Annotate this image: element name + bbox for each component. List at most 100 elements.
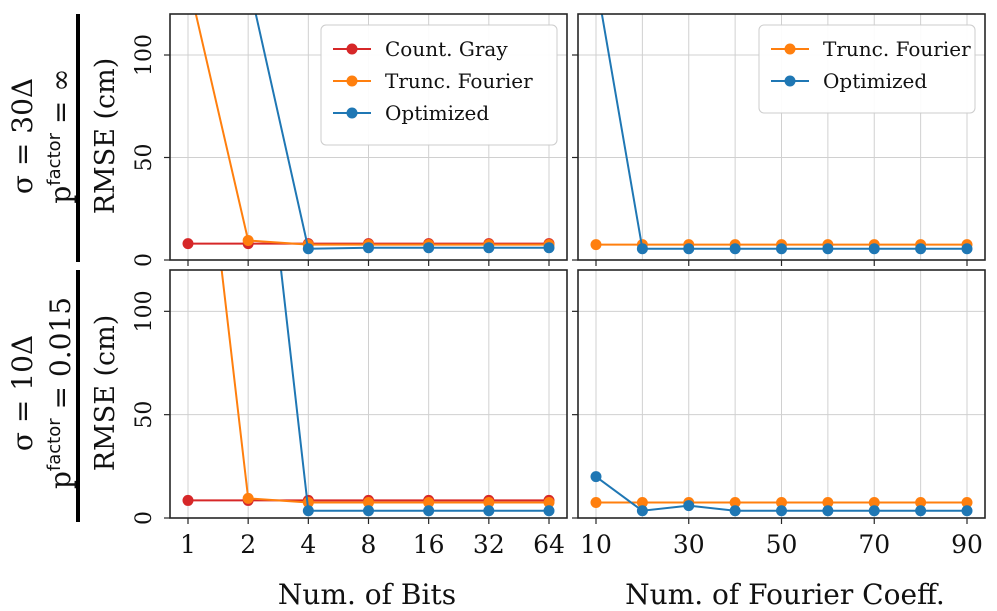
x-tick-label: 16 [413,530,445,559]
series-group-bottom-right [590,471,973,517]
legend-marker [346,43,358,55]
axes-frame [169,13,568,261]
x-tick-label: 64 [533,530,565,559]
data-point [636,505,648,517]
x-tick-label: 90 [951,530,983,559]
y-axis-label-bottom: RMSE (cm) [90,315,121,472]
x-tick-label: 50 [766,530,798,559]
legend-label: Optimized [823,69,927,93]
x-tick-label: 32 [473,530,505,559]
series-line [280,270,549,512]
data-point [915,505,927,517]
data-point [729,505,741,517]
data-point [590,471,602,483]
data-point [483,242,495,254]
legend-label: Count. Gray [385,37,508,61]
chart-panel-bottom-right: 10 30 50 70 90 [572,269,986,559]
data-point [822,497,834,508]
y-tick-label: 50 [132,401,157,429]
data-point [868,505,880,517]
data-point [636,497,648,508]
data-point [915,243,927,255]
row-label-top-p: p [44,186,77,204]
row-labels: σ = 30Δ pfactor = ∞ σ = 10Δ pfactor = 0.… [6,14,80,522]
data-point [915,497,927,508]
data-point [543,497,555,508]
data-point [423,505,435,517]
chart-panel-top-right: Trunc. Fourier Optimized [572,13,986,266]
data-point [363,497,374,508]
data-point [483,497,495,508]
chart-panels: 0 50 100 Count. Gray Trunc. Fourier Optimized… [132,13,986,559]
data-point [776,497,787,508]
data-point [961,497,973,508]
x-tick-label: 2 [240,530,256,559]
x-tick-label: 8 [361,530,377,559]
x-axis-label-right: Num. of Fourier Coeff. [625,578,945,611]
row-separator-top [76,14,80,262]
row-separator-bottom [76,270,80,522]
legend-marker [346,75,358,87]
data-point [302,243,314,255]
data-point [822,505,834,517]
data-point [363,505,374,517]
row-label-bottom-tail: = 0.015 [44,297,77,418]
x-axis-label-left: Num. of Bits [278,578,456,611]
data-point [961,505,973,517]
data-point [302,505,314,517]
legend-label: Trunc. Fourier [385,69,533,93]
chart-panel-top-left: 0 50 100 Count. Gray Trunc. Fourier Optimized [132,13,568,267]
series-group-top-right [590,14,973,255]
row-label-bottom-sup: factor [44,418,65,471]
data-point [242,492,254,504]
y-tick-label: 100 [132,34,157,76]
axes-frame [577,13,986,261]
data-point [729,497,741,508]
row-label-top-sup: factor [44,132,65,185]
x-tick-label: 4 [300,530,316,559]
data-point [961,243,973,255]
y-axis-label-top: RMSE (cm) [90,58,121,215]
series-line [254,14,549,250]
legend-label: Optimized [385,101,489,125]
legend-box [758,24,976,114]
data-point [543,505,555,517]
legend-box [320,24,558,146]
data-point [423,242,435,254]
data-point [363,242,374,254]
data-point [423,497,435,508]
data-point [776,505,787,517]
data-point [868,497,880,508]
legend-marker [784,75,796,87]
data-point [776,243,787,255]
data-point [483,505,495,517]
data-point [182,238,194,250]
axes-frame [577,269,986,519]
row-label-top-tail: = ∞ [44,68,77,133]
y-tick-label: 100 [132,290,157,332]
data-point [868,243,880,255]
data-point [242,235,254,247]
data-point [683,243,695,255]
legend-marker [784,43,796,55]
axes-frame [169,269,568,519]
data-point [182,494,194,506]
chart-panel-bottom-left: 0 50 100 1 2 4 8 16 32 64 [132,269,568,559]
legend-marker [346,107,358,119]
x-tick-label: 1 [180,530,196,559]
y-tick-label: 0 [132,511,157,525]
row-label-bottom-line2: pfactor = 0.015 [44,297,77,489]
row-label-top-line1: σ = 30Δ [6,78,39,194]
data-point [729,243,741,255]
y-tick-label: 50 [132,144,157,172]
data-point [636,243,648,255]
legend-label: Trunc. Fourier [823,37,971,61]
row-label-bottom-line1: σ = 10Δ [6,335,39,451]
series-group-bottom-left [182,270,555,517]
data-point [590,497,602,508]
row-label-top-line2: pfactor = ∞ [44,68,77,203]
data-point [590,239,602,251]
x-tick-label: 70 [858,530,890,559]
data-point [683,500,695,512]
